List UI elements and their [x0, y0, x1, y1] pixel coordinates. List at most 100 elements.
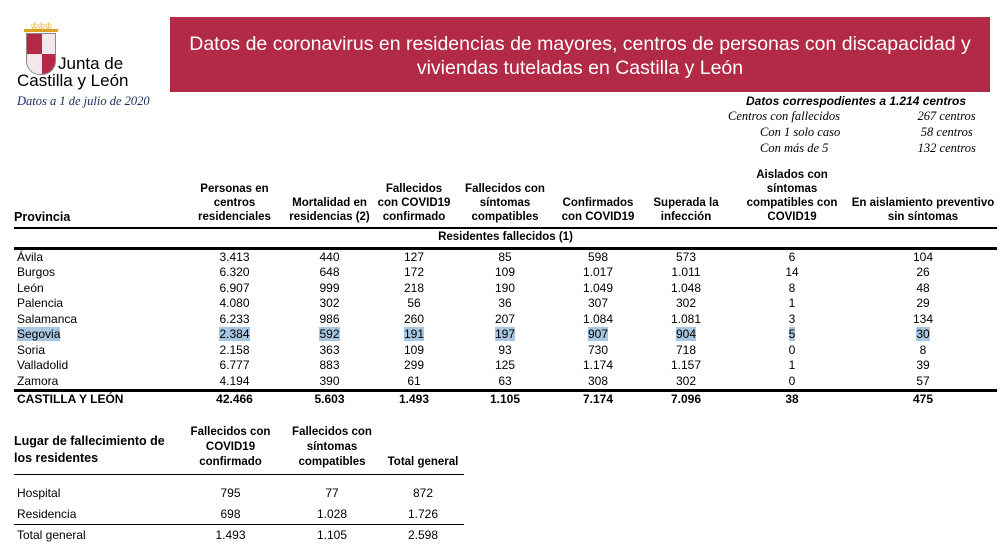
logo-text: Junta de Castilla y León: [17, 55, 129, 89]
cell-value: 197: [451, 327, 559, 343]
cell-text: Zamora: [17, 373, 59, 388]
cell-text: 29: [916, 296, 930, 310]
cell-value: 48: [849, 281, 997, 297]
cell-value: 6.777: [187, 358, 282, 374]
column-header: Superada la infección: [637, 168, 735, 229]
cell-value: 207: [451, 312, 559, 328]
cell-value: 1.174: [559, 358, 637, 374]
cell-text: 190: [494, 280, 516, 295]
cell-value: 363: [282, 343, 377, 359]
column-header: Mortalidad en residencias (2): [282, 168, 377, 229]
residences-table: Provincia Personas en centros residencial…: [14, 168, 997, 408]
cell-text: 883: [319, 358, 340, 372]
column-header: Lugar de fallecimiento de los residentes: [14, 425, 179, 475]
cell-text: 1.157: [670, 358, 702, 372]
cell-text: Segovia: [17, 327, 61, 341]
cell-text: 904: [675, 327, 697, 341]
cell-text: 134: [912, 311, 934, 326]
cell-value: 63: [451, 374, 559, 391]
cell-value: 109: [377, 343, 451, 359]
cell-text: 592: [319, 327, 340, 341]
cell-text: 302: [319, 296, 340, 310]
total-cell: 1.493: [179, 524, 282, 546]
cell-text: Soria: [17, 342, 46, 357]
total-cell: 1.493: [377, 389, 451, 408]
table-row: Residencia 698 1.028 1.726: [14, 504, 464, 525]
cell-text: 302: [675, 373, 697, 388]
summary-value: 58 centros: [920, 125, 973, 139]
table-row: Ávila 3.413 440 127 85 598 573 6 104: [14, 248, 997, 265]
cell-value: 6.233: [187, 312, 282, 328]
province-name: Burgos: [14, 265, 187, 281]
cell-value: 0: [735, 374, 849, 391]
province-name: Palencia: [14, 296, 187, 312]
cell-text: 1.048: [670, 280, 702, 295]
cell-text: 308: [587, 373, 609, 388]
cell-value: 308: [559, 374, 637, 391]
cell-text: 390: [319, 373, 340, 388]
cell-text: 0: [788, 342, 796, 357]
cell-text: 1: [788, 358, 796, 372]
province-name: León: [14, 281, 187, 297]
cell-value: 598: [559, 248, 637, 265]
cell-text: 307: [587, 296, 609, 310]
cell-text: 1.084: [582, 311, 614, 326]
cell-text: 6.777: [219, 358, 250, 372]
cell-text: 4.194: [219, 373, 250, 388]
subheader-residents-deceased: Residentes fallecidos (1): [14, 228, 997, 250]
cell-value: 6.907: [187, 281, 282, 297]
cell-value: 8: [735, 281, 849, 297]
summary-value: 267 centros: [917, 109, 976, 123]
cell-value: 0: [735, 343, 849, 359]
cell-value: 999: [282, 281, 377, 297]
cell-text: 4.080: [219, 296, 250, 310]
cell-text: 63: [498, 373, 512, 388]
cell-text: 127: [403, 249, 425, 264]
cell-value: 795: [220, 486, 241, 500]
cell-value: 1.048: [637, 281, 735, 297]
cell-text: 648: [319, 265, 340, 279]
data-date: Datos a 1 de julio de 2020: [17, 94, 150, 108]
cell-text: 302: [675, 296, 697, 310]
table-row: Zamora 4.194 390 61 63 308 302 0 57: [14, 374, 997, 391]
column-header: Provincia: [14, 168, 187, 229]
cell-value: 718: [637, 343, 735, 359]
place-of-death-table: Lugar de fallecimiento de los residentes…: [14, 425, 464, 546]
cell-text: 6.233: [219, 311, 250, 326]
province-name: Valladolid: [14, 358, 187, 374]
cell-text: 1.174: [582, 358, 614, 372]
column-header: Confirmados con COVID19: [559, 168, 637, 229]
cell-text: 85: [498, 249, 512, 264]
summary-value: 132 centros: [917, 141, 976, 155]
cell-value: 39: [849, 358, 997, 374]
table-row: Burgos 6.320 648 172 109 1.017 1.011 14 26: [14, 265, 997, 281]
column-header: Fallecidos con COVID19 confirmado: [179, 425, 282, 475]
summary-title: Datos correspodientes a 1.214 centros: [745, 94, 967, 108]
province-name: Soria: [14, 343, 187, 359]
table-row: Segovia 2.384 592 191 197 907 904 5 30: [14, 327, 997, 343]
cell-text: 109: [494, 265, 516, 279]
cell-value: 127: [377, 248, 451, 265]
cell-value: 1.028: [316, 506, 348, 521]
cell-value: 3.413: [187, 248, 282, 265]
cell-value: 26: [849, 265, 997, 281]
cell-text: 6.907: [219, 280, 250, 295]
table-row: Valladolid 6.777 883 299 125 1.174 1.157 1 39: [14, 358, 997, 374]
cell-value: 1.017: [559, 265, 637, 281]
cell-value: 872: [412, 486, 434, 500]
column-header: Fallecidos con síntomas compatibles: [282, 425, 382, 475]
cell-text: 57: [916, 373, 930, 388]
total-cell: 475: [849, 389, 997, 408]
page-title: Datos de coronavirus en residencias de m…: [170, 17, 990, 92]
cell-text: 48: [916, 280, 930, 295]
cell-text: 598: [587, 249, 609, 264]
cell-text: 2.158: [219, 342, 250, 357]
cell-value: 390: [282, 374, 377, 391]
cell-value: 57: [849, 374, 997, 391]
cell-text: 39: [916, 358, 930, 372]
total-cell: 1.105: [282, 524, 382, 546]
cell-value: 134: [849, 312, 997, 328]
cell-value: 730: [559, 343, 637, 359]
place-name: Residencia: [17, 506, 77, 521]
cell-value: 307: [559, 296, 637, 312]
